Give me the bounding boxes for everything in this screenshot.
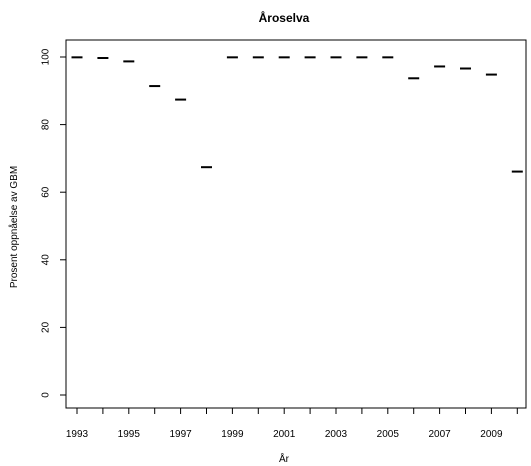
chart-title: Åroselva [259,10,310,25]
y-tick-label-100: 100 [41,48,52,65]
y-tick-label-60: 60 [41,186,52,198]
x-tick-label-1997: 1997 [169,429,192,440]
y-axis: 0 20 40 60 80 100 [41,48,66,398]
plot-frame [65,39,527,409]
y-axis-label: Prosent oppnåelse av GBM [8,166,20,288]
x-tick-label-1999: 1999 [221,429,244,440]
x-tick-label-1995: 1995 [118,429,141,440]
x-axis: 1993 1995 1997 1999 2001 2003 2005 2007 2009 [66,408,518,440]
x-tick-label-1993: 1993 [66,429,89,440]
x-tick-label-2009: 2009 [480,429,503,440]
x-tick-label-2005: 2005 [377,429,400,440]
y-tick-label-20: 20 [41,321,52,333]
y-tick-label-80: 80 [41,119,52,131]
x-tick-label-2003: 2003 [325,429,348,440]
y-tick-label-0: 0 [41,392,52,398]
x-tick-label-2001: 2001 [273,429,296,440]
x-axis-label: År [279,452,290,465]
y-tick-label-40: 40 [41,254,52,266]
x-tick-label-2007: 2007 [428,429,451,440]
data-marks [71,56,523,173]
